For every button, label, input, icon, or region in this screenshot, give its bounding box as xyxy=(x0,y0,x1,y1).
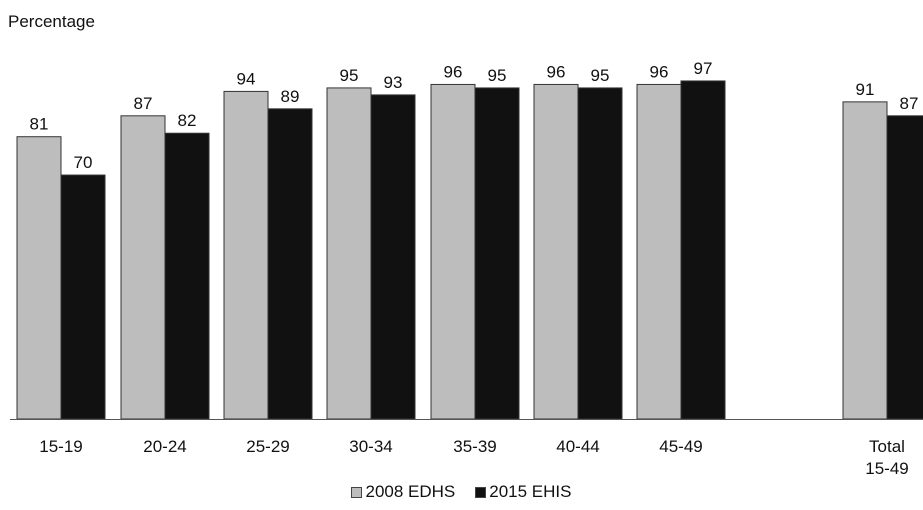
bar-chart: 81 70 15-19 87 82 20-24 94 89 25-29 95 93 30-34 96 95… xyxy=(10,59,923,478)
y-axis-label: Percentage xyxy=(8,12,95,31)
legend-swatch-2008-edhs xyxy=(351,486,363,498)
data-label-2008-edhs-30-34: 95 xyxy=(340,66,359,85)
bar-2015-ehis-35-39 xyxy=(474,87,520,420)
legend-label-2015-ehis: 2015 EHIS xyxy=(489,482,572,501)
bar-2008-edhs-25-29 xyxy=(223,90,269,420)
legend-item-2008-edhs: 2008 EDHS xyxy=(351,482,455,502)
bar-2008-edhs-15-19 xyxy=(16,136,62,420)
bar-2008-edhs-45-49 xyxy=(636,83,682,420)
data-label-2015-ehis-20-24: 82 xyxy=(178,111,197,130)
data-label-2015-ehis-35-39: 95 xyxy=(488,66,507,85)
x-tick-label-30-34: 30-34 xyxy=(349,437,392,456)
x-tick-label-20-24: 20-24 xyxy=(143,437,186,456)
bar-2015-ehis-total-15-49 xyxy=(886,115,923,420)
bar-2015-ehis-40-44 xyxy=(577,87,623,420)
data-label-2008-edhs-20-24: 87 xyxy=(134,94,153,113)
data-label-2015-ehis-15-19: 70 xyxy=(74,153,93,172)
bar-2008-edhs-35-39 xyxy=(430,83,476,420)
legend: 2008 EDHS 2015 EHIS xyxy=(0,482,923,502)
data-label-2008-edhs-40-44: 96 xyxy=(547,62,566,81)
bar-2015-ehis-15-19 xyxy=(60,174,106,420)
x-tick-label-45-49: 45-49 xyxy=(659,437,702,456)
data-label-2008-edhs-45-49: 96 xyxy=(650,62,669,81)
x-tick-label-35-39: 35-39 xyxy=(453,437,496,456)
legend-swatch-2015-ehis xyxy=(475,486,487,498)
bar-2015-ehis-30-34 xyxy=(370,94,416,420)
bar-2008-edhs-30-34 xyxy=(326,87,372,420)
data-label-2015-ehis-total-15-49: 87 xyxy=(900,94,919,113)
bar-2008-edhs-40-44 xyxy=(533,83,579,420)
bar-2008-edhs-20-24 xyxy=(120,115,166,420)
x-tick-label-15-19: 15-19 xyxy=(39,437,82,456)
x-tick-label-total-15-49: Total xyxy=(869,437,905,456)
bar-2015-ehis-20-24 xyxy=(164,132,210,420)
data-label-2015-ehis-45-49: 97 xyxy=(694,59,713,78)
bar-2008-edhs-total-15-49 xyxy=(842,101,888,420)
x-tick-sublabel-total-15-49: 15-49 xyxy=(865,459,908,478)
legend-item-2015-ehis: 2015 EHIS xyxy=(475,482,572,502)
x-tick-label-25-29: 25-29 xyxy=(246,437,289,456)
bar-2015-ehis-25-29 xyxy=(267,108,313,420)
data-label-2015-ehis-40-44: 95 xyxy=(591,66,610,85)
data-label-2008-edhs-total-15-49: 91 xyxy=(856,80,875,99)
data-label-2008-edhs-25-29: 94 xyxy=(237,69,256,88)
data-label-2015-ehis-30-34: 93 xyxy=(384,73,403,92)
data-label-2008-edhs-15-19: 81 xyxy=(30,115,49,134)
data-label-2015-ehis-25-29: 89 xyxy=(281,87,300,106)
bar-2015-ehis-45-49 xyxy=(680,80,726,420)
legend-label-2008-edhs: 2008 EDHS xyxy=(365,482,456,501)
data-label-2008-edhs-35-39: 96 xyxy=(444,62,463,81)
x-tick-label-40-44: 40-44 xyxy=(556,437,599,456)
